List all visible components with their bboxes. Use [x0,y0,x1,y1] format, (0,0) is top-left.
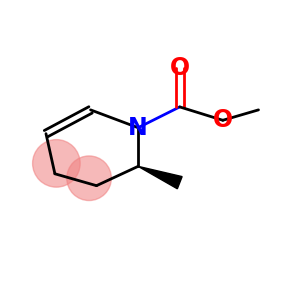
Circle shape [67,156,111,200]
Text: N: N [128,116,148,140]
Text: O: O [170,56,190,80]
Circle shape [33,140,80,187]
Polygon shape [138,166,182,189]
Text: O: O [213,108,233,132]
